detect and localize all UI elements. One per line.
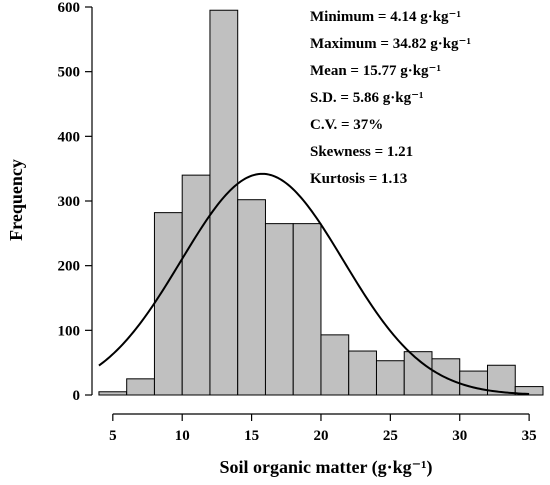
- x-tick-label: 10: [175, 428, 190, 444]
- stat-annotation: Skewness = 1.21: [310, 144, 413, 160]
- x-axis-ticks: 5 10 15 20 25 30 35: [109, 414, 537, 444]
- histogram-bar-5: [237, 199, 266, 396]
- x-tick-label: 25: [383, 428, 398, 444]
- stat-annotation: C.V. = 37%: [310, 117, 383, 133]
- normal-curve: [98, 172, 530, 395]
- y-tick-label: 300: [58, 194, 81, 210]
- stat-annotation: Minimum = 4.14 g·kg⁻¹: [310, 9, 461, 25]
- y-tick-label: 0: [73, 388, 81, 404]
- x-tick-label: 5: [109, 428, 117, 444]
- y-tick-label: 500: [58, 65, 81, 81]
- histogram-bar-11: [403, 351, 433, 396]
- y-axis-title: Frequency: [6, 159, 26, 241]
- stat-annotation: Mean = 15.77 g·kg⁻¹: [310, 63, 441, 79]
- y-axis-ticks: 0 100 200 300 400 500 600: [58, 0, 92, 404]
- histogram-bar-3: [181, 174, 211, 396]
- histogram-bar-4: [209, 9, 239, 396]
- y-tick-label: 400: [58, 129, 81, 145]
- histogram-bar-15: [514, 386, 544, 396]
- histogram-bar-2: [153, 212, 183, 396]
- x-tick-label: 20: [313, 428, 328, 444]
- histogram-bar-9: [348, 350, 377, 396]
- histogram-bars: [98, 9, 544, 396]
- histogram-bar-6: [264, 223, 294, 396]
- histogram-bar-13: [459, 370, 488, 396]
- histogram-bar-1: [126, 378, 155, 396]
- x-tick-label: 15: [244, 428, 259, 444]
- y-tick-label: 200: [58, 259, 81, 275]
- x-axis-title: Soil organic matter (g·kg⁻¹): [219, 457, 432, 478]
- y-tick-label: 600: [58, 0, 81, 16]
- histogram-bar-0: [98, 391, 128, 396]
- stat-annotation: Maximum = 34.82 g·kg⁻¹: [310, 36, 471, 52]
- stat-annotation: S.D. = 5.86 g·kg⁻¹: [310, 90, 423, 106]
- summary-statistics: Minimum = 4.14 g·kg⁻¹ Maximum = 34.82 g·k…: [310, 9, 471, 187]
- y-tick-label: 100: [58, 323, 81, 339]
- histogram-bar-10: [375, 360, 405, 396]
- x-tick-label: 35: [522, 428, 537, 444]
- histogram-bar-8: [320, 334, 350, 396]
- histogram-bar-7: [292, 223, 322, 396]
- x-tick-label: 30: [452, 428, 467, 444]
- stat-annotation: Kurtosis = 1.13: [310, 171, 407, 187]
